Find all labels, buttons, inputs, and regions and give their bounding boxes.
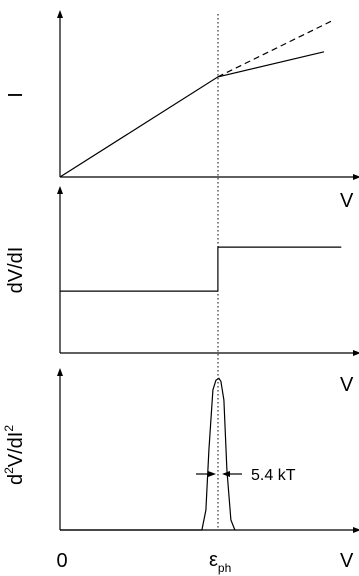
- tick-eps-label: εph: [209, 549, 231, 575]
- width-label: 5.4 kT: [251, 467, 296, 484]
- panel-iv: I V: [5, 10, 359, 212]
- panel1-y-label: I: [5, 92, 27, 98]
- panel2-step-line: [60, 246, 342, 292]
- panel3-x-label: V: [340, 550, 354, 572]
- panel-dvdi: dV/dI V: [5, 186, 359, 396]
- panel2-x-label: V: [340, 374, 354, 396]
- tick-zero-label: 0: [56, 550, 67, 572]
- panel-d2vdi2: d2V/dI2 V 5.4 kT 0 εph: [2, 368, 359, 575]
- panel1-x-label: V: [340, 190, 354, 212]
- panel1-solid-line: [59, 51, 325, 178]
- panel2-y-label: dV/dI: [5, 247, 27, 294]
- panel1-dashed-extrapolation: [217, 19, 333, 78]
- panel3-y-label: d2V/dI2: [2, 425, 27, 485]
- panel3-peak-line: [60, 377, 236, 531]
